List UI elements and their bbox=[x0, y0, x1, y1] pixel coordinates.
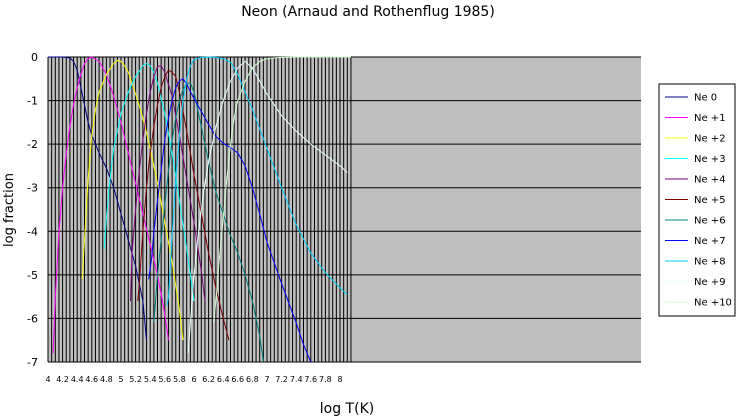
x-tick-label: 6.6 bbox=[231, 375, 244, 384]
chart-title: Neon (Arnaud and Rothenflug 1985) bbox=[241, 4, 495, 20]
series-line-neplus4 bbox=[130, 65, 206, 302]
legend-label: Ne +3 bbox=[694, 154, 726, 165]
series-lines bbox=[48, 56, 351, 363]
x-tick-label: 7.2 bbox=[275, 375, 288, 384]
x-tick-label: 6.4 bbox=[217, 375, 230, 384]
x-tick-label: 4.6 bbox=[85, 375, 98, 384]
y-tick-label: -5 bbox=[27, 269, 38, 282]
x-tick-label: 4 bbox=[45, 375, 50, 384]
x-tick-labels: 4 4.2 4.4 4.6 4.8 5 5.2 5.4 5.6 5.8 6 6.2 6.4 6.6 6.8 7… bbox=[45, 375, 342, 384]
series-line-neplus9 bbox=[187, 60, 348, 354]
legend-label: Ne +8 bbox=[694, 257, 726, 268]
x-tick-label: 5 bbox=[118, 375, 123, 384]
series-line-neplus10 bbox=[213, 56, 351, 323]
x-tick-label: 4.8 bbox=[100, 375, 113, 384]
x-tick-label: 7 bbox=[264, 375, 269, 384]
y-tick-label: -6 bbox=[27, 312, 38, 325]
x-tick-label: 7.8 bbox=[319, 375, 332, 384]
x-tick-label: 5.6 bbox=[158, 375, 171, 384]
legend-label: Ne +10 bbox=[694, 298, 732, 309]
x-tick-label: 7.4 bbox=[290, 375, 303, 384]
legend-label: Ne +5 bbox=[694, 195, 726, 206]
x-tick-label: 4.2 bbox=[56, 375, 69, 384]
y-tick-label: -1 bbox=[27, 95, 38, 108]
legend-label: Ne 0 bbox=[694, 93, 717, 104]
legend-label: Ne +4 bbox=[694, 175, 726, 186]
legend-label: Ne +2 bbox=[694, 134, 726, 145]
x-tick-label: 7.6 bbox=[304, 375, 317, 384]
x-tick-label: 5.2 bbox=[129, 375, 142, 384]
y-tick-label: -4 bbox=[27, 225, 38, 238]
y-tick-label: -3 bbox=[27, 182, 38, 195]
y-tick-label: 0 bbox=[31, 51, 38, 64]
legend-label: Ne +7 bbox=[694, 236, 726, 247]
legend-label: Ne +6 bbox=[694, 216, 726, 227]
series-line-neplus6 bbox=[153, 82, 264, 363]
grid bbox=[47, 56, 641, 363]
series-line-neplus7 bbox=[148, 78, 312, 363]
plot-area bbox=[48, 57, 641, 362]
legend-label: Ne +1 bbox=[694, 113, 726, 124]
y-axis-label: log fraction bbox=[2, 173, 17, 247]
series-line-neplus5 bbox=[137, 69, 230, 341]
series-line-neplus1 bbox=[52, 56, 169, 354]
x-tick-label: 8 bbox=[337, 375, 342, 384]
x-tick-label: 5.4 bbox=[144, 375, 157, 384]
series-line-neplus8 bbox=[166, 56, 348, 306]
x-tick-label: 4.4 bbox=[71, 375, 84, 384]
x-tick-label: 6 bbox=[191, 375, 196, 384]
y-tick-labels: 0 -1 -2 -3 -4 -5 -6 -7 bbox=[27, 51, 38, 369]
legend: Ne 0 Ne +1 Ne +2 Ne +3 Ne +4 Ne +5 Ne +6 Ne +7 N… bbox=[658, 83, 736, 317]
x-tick-label: 5.8 bbox=[173, 375, 186, 384]
x-tick-label: 6.2 bbox=[202, 375, 215, 384]
series-line-neplus3 bbox=[103, 63, 195, 302]
y-tick-label: -2 bbox=[27, 138, 38, 151]
y-tick-label: -7 bbox=[27, 356, 38, 369]
x-axis-label: log T(K) bbox=[320, 401, 374, 417]
legend-label: Ne +9 bbox=[694, 277, 726, 288]
x-tick-label: 6.8 bbox=[246, 375, 259, 384]
